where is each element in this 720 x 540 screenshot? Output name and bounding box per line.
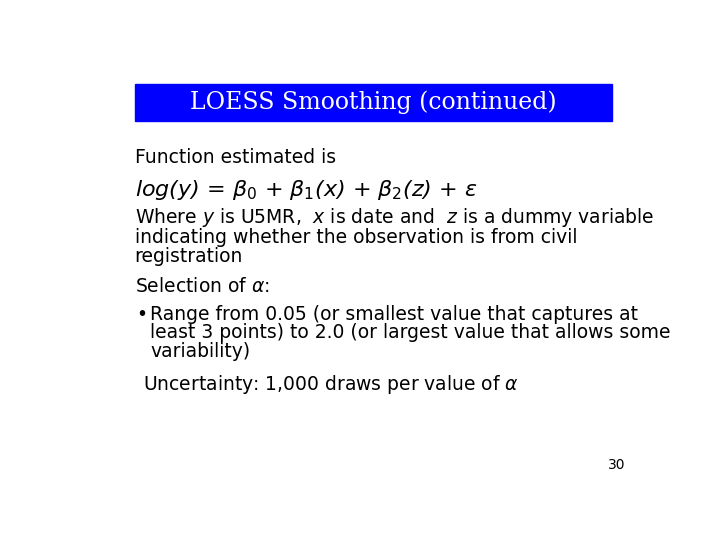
Text: Uncertainty: 1,000 draws per value of $\alpha$: Uncertainty: 1,000 draws per value of $\… [143, 374, 519, 396]
FancyBboxPatch shape [135, 84, 612, 121]
Text: •: • [136, 305, 147, 324]
Text: Where $y$ is U5MR,  $x$ is date and  $z$ is a dummy variable: Where $y$ is U5MR, $x$ is date and $z$ i… [135, 206, 654, 230]
Text: LOESS Smoothing (continued): LOESS Smoothing (continued) [190, 91, 557, 114]
Text: Selection of $\alpha$:: Selection of $\alpha$: [135, 276, 269, 295]
Text: variability): variability) [150, 342, 251, 361]
Text: 30: 30 [608, 458, 626, 472]
Text: least 3 points) to 2.0 (or largest value that allows some: least 3 points) to 2.0 (or largest value… [150, 323, 671, 342]
Text: Range from 0.05 (or smallest value that captures at: Range from 0.05 (or smallest value that … [150, 305, 638, 324]
Text: indicating whether the observation is from civil: indicating whether the observation is fr… [135, 228, 577, 247]
Text: registration: registration [135, 247, 243, 266]
Text: Function estimated is: Function estimated is [135, 147, 336, 167]
Text: log($\it{y}$) = $\beta_0$ + $\beta_1$($\it{x}$) + $\beta_2$($\it{z}$) + $\vareps: log($\it{y}$) = $\beta_0$ + $\beta_1$($\… [135, 178, 477, 201]
